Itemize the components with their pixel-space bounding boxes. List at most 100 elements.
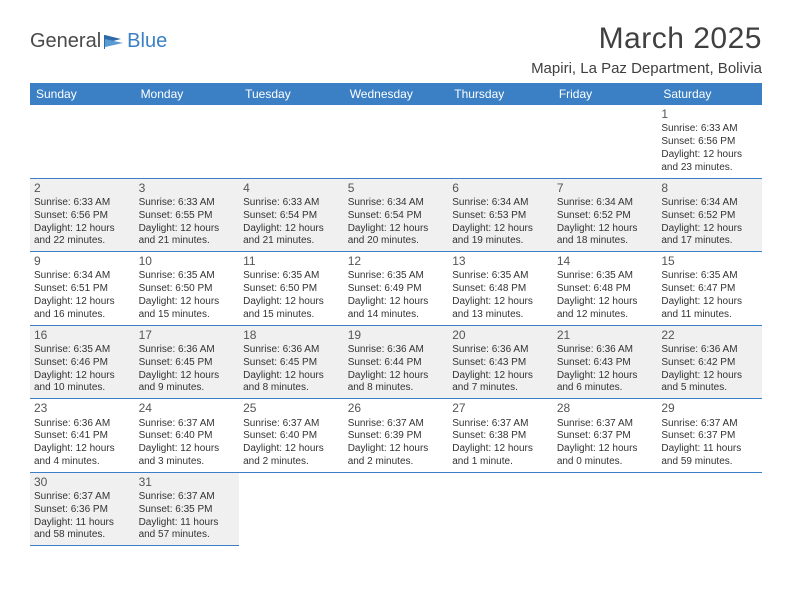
day-cell: 21Sunrise: 6:36 AMSunset: 6:43 PMDayligh…: [553, 325, 658, 399]
sunset-text: Sunset: 6:45 PM: [243, 357, 340, 370]
day-number: 6: [452, 181, 549, 196]
daylight-text: Daylight: 12 hours and 8 minutes.: [243, 370, 340, 396]
day-number: 19: [348, 328, 445, 343]
sunrise-text: Sunrise: 6:34 AM: [557, 197, 654, 210]
sunrise-text: Sunrise: 6:37 AM: [557, 418, 654, 431]
sunset-text: Sunset: 6:40 PM: [243, 430, 340, 443]
sunset-text: Sunset: 6:42 PM: [661, 357, 758, 370]
day-cell: 5Sunrise: 6:34 AMSunset: 6:54 PMDaylight…: [344, 178, 449, 252]
day-number: 25: [243, 401, 340, 416]
month-title: March 2025: [531, 22, 762, 56]
day-cell: 22Sunrise: 6:36 AMSunset: 6:42 PMDayligh…: [657, 325, 762, 399]
day-cell: 13Sunrise: 6:35 AMSunset: 6:48 PMDayligh…: [448, 252, 553, 326]
daylight-text: Daylight: 12 hours and 0 minutes.: [557, 443, 654, 469]
day-header: Thursday: [448, 83, 553, 105]
day-cell: 16Sunrise: 6:35 AMSunset: 6:46 PMDayligh…: [30, 325, 135, 399]
sunrise-text: Sunrise: 6:35 AM: [348, 270, 445, 283]
sunset-text: Sunset: 6:39 PM: [348, 430, 445, 443]
day-cell: 4Sunrise: 6:33 AMSunset: 6:54 PMDaylight…: [239, 178, 344, 252]
daylight-text: Daylight: 12 hours and 22 minutes.: [34, 223, 131, 249]
day-cell: 11Sunrise: 6:35 AMSunset: 6:50 PMDayligh…: [239, 252, 344, 326]
sunset-text: Sunset: 6:48 PM: [452, 283, 549, 296]
sunset-text: Sunset: 6:46 PM: [34, 357, 131, 370]
day-cell: 19Sunrise: 6:36 AMSunset: 6:44 PMDayligh…: [344, 325, 449, 399]
sunrise-text: Sunrise: 6:35 AM: [243, 270, 340, 283]
location-text: Mapiri, La Paz Department, Bolivia: [531, 60, 762, 77]
day-number: 27: [452, 401, 549, 416]
sunrise-text: Sunrise: 6:34 AM: [661, 197, 758, 210]
day-cell: 17Sunrise: 6:36 AMSunset: 6:45 PMDayligh…: [135, 325, 240, 399]
sunset-text: Sunset: 6:48 PM: [557, 283, 654, 296]
sunrise-text: Sunrise: 6:36 AM: [139, 344, 236, 357]
sunrise-text: Sunrise: 6:35 AM: [452, 270, 549, 283]
day-cell: 6Sunrise: 6:34 AMSunset: 6:53 PMDaylight…: [448, 178, 553, 252]
calendar-body: 1Sunrise: 6:33 AMSunset: 6:56 PMDaylight…: [30, 105, 762, 546]
daylight-text: Daylight: 12 hours and 14 minutes.: [348, 296, 445, 322]
daylight-text: Daylight: 12 hours and 21 minutes.: [243, 223, 340, 249]
day-number: 3: [139, 181, 236, 196]
day-cell: [30, 105, 135, 178]
day-number: 4: [243, 181, 340, 196]
day-number: 17: [139, 328, 236, 343]
sunset-text: Sunset: 6:56 PM: [34, 210, 131, 223]
daylight-text: Daylight: 12 hours and 13 minutes.: [452, 296, 549, 322]
day-cell: 3Sunrise: 6:33 AMSunset: 6:55 PMDaylight…: [135, 178, 240, 252]
day-cell: 28 Sunrise: 6:37 AMSunset: 6:37 PMDayligh…: [553, 399, 658, 473]
day-cell: 30Sunrise: 6:37 AMSunset: 6:36 PMDayligh…: [30, 472, 135, 546]
daylight-text: Daylight: 12 hours and 6 minutes.: [557, 370, 654, 396]
sunrise-text: Sunrise: 6:34 AM: [452, 197, 549, 210]
day-number: 21: [557, 328, 654, 343]
day-cell: 25Sunrise: 6:37 AMSunset: 6:40 PMDayligh…: [239, 399, 344, 473]
daylight-text: Daylight: 11 hours and 59 minutes.: [661, 443, 758, 469]
sunrise-text: Sunrise: 6:36 AM: [452, 344, 549, 357]
sunrise-text: Sunrise: 6:37 AM: [661, 418, 758, 431]
logo-word-1: General: [30, 30, 101, 53]
calendar-table: Sunday Monday Tuesday Wednesday Thursday…: [30, 83, 762, 546]
day-number: 1: [661, 107, 758, 122]
sunset-text: Sunset: 6:37 PM: [661, 430, 758, 443]
day-number: 24: [139, 401, 236, 416]
day-number: 28: [557, 401, 654, 416]
sunrise-text: Sunrise: 6:36 AM: [557, 344, 654, 357]
day-cell: 12Sunrise: 6:35 AMSunset: 6:49 PMDayligh…: [344, 252, 449, 326]
day-cell: 24Sunrise: 6:37 AMSunset: 6:40 PMDayligh…: [135, 399, 240, 473]
day-cell: 2Sunrise: 6:33 AMSunset: 6:56 PMDaylight…: [30, 178, 135, 252]
day-cell: 26Sunrise: 6:37 AMSunset: 6:39 PMDayligh…: [344, 399, 449, 473]
day-cell: 1Sunrise: 6:33 AMSunset: 6:56 PMDaylight…: [657, 105, 762, 178]
sunset-text: Sunset: 6:37 PM: [557, 430, 654, 443]
day-cell: [344, 105, 449, 178]
week-row: 30Sunrise: 6:37 AMSunset: 6:36 PMDayligh…: [30, 472, 762, 546]
day-header: Monday: [135, 83, 240, 105]
daylight-text: Daylight: 12 hours and 2 minutes.: [348, 443, 445, 469]
day-number: 11: [243, 254, 340, 269]
day-header: Sunday: [30, 83, 135, 105]
daylight-text: Daylight: 12 hours and 8 minutes.: [348, 370, 445, 396]
day-number: 8: [661, 181, 758, 196]
sunset-text: Sunset: 6:40 PM: [139, 430, 236, 443]
sunset-text: Sunset: 6:54 PM: [348, 210, 445, 223]
day-cell: 27Sunrise: 6:37 AMSunset: 6:38 PMDayligh…: [448, 399, 553, 473]
sunset-text: Sunset: 6:49 PM: [348, 283, 445, 296]
sunset-text: Sunset: 6:41 PM: [34, 430, 131, 443]
sunset-text: Sunset: 6:55 PM: [139, 210, 236, 223]
sunset-text: Sunset: 6:56 PM: [661, 136, 758, 149]
sunrise-text: Sunrise: 6:33 AM: [243, 197, 340, 210]
day-cell: [239, 105, 344, 178]
sunset-text: Sunset: 6:45 PM: [139, 357, 236, 370]
week-row: 9Sunrise: 6:34 AMSunset: 6:51 PMDaylight…: [30, 252, 762, 326]
sunset-text: Sunset: 6:53 PM: [452, 210, 549, 223]
daylight-text: Daylight: 12 hours and 4 minutes.: [34, 443, 131, 469]
day-number: 26: [348, 401, 445, 416]
sunset-text: Sunset: 6:52 PM: [661, 210, 758, 223]
day-number: 22: [661, 328, 758, 343]
day-number: 30: [34, 475, 131, 490]
sunset-text: Sunset: 6:44 PM: [348, 357, 445, 370]
day-number: 29: [661, 401, 758, 416]
flag-icon: [103, 33, 125, 51]
sunrise-text: Sunrise: 6:37 AM: [139, 491, 236, 504]
day-cell: [135, 105, 240, 178]
daylight-text: Daylight: 12 hours and 12 minutes.: [557, 296, 654, 322]
daylight-text: Daylight: 12 hours and 17 minutes.: [661, 223, 758, 249]
sunset-text: Sunset: 6:38 PM: [452, 430, 549, 443]
day-cell: [657, 472, 762, 546]
